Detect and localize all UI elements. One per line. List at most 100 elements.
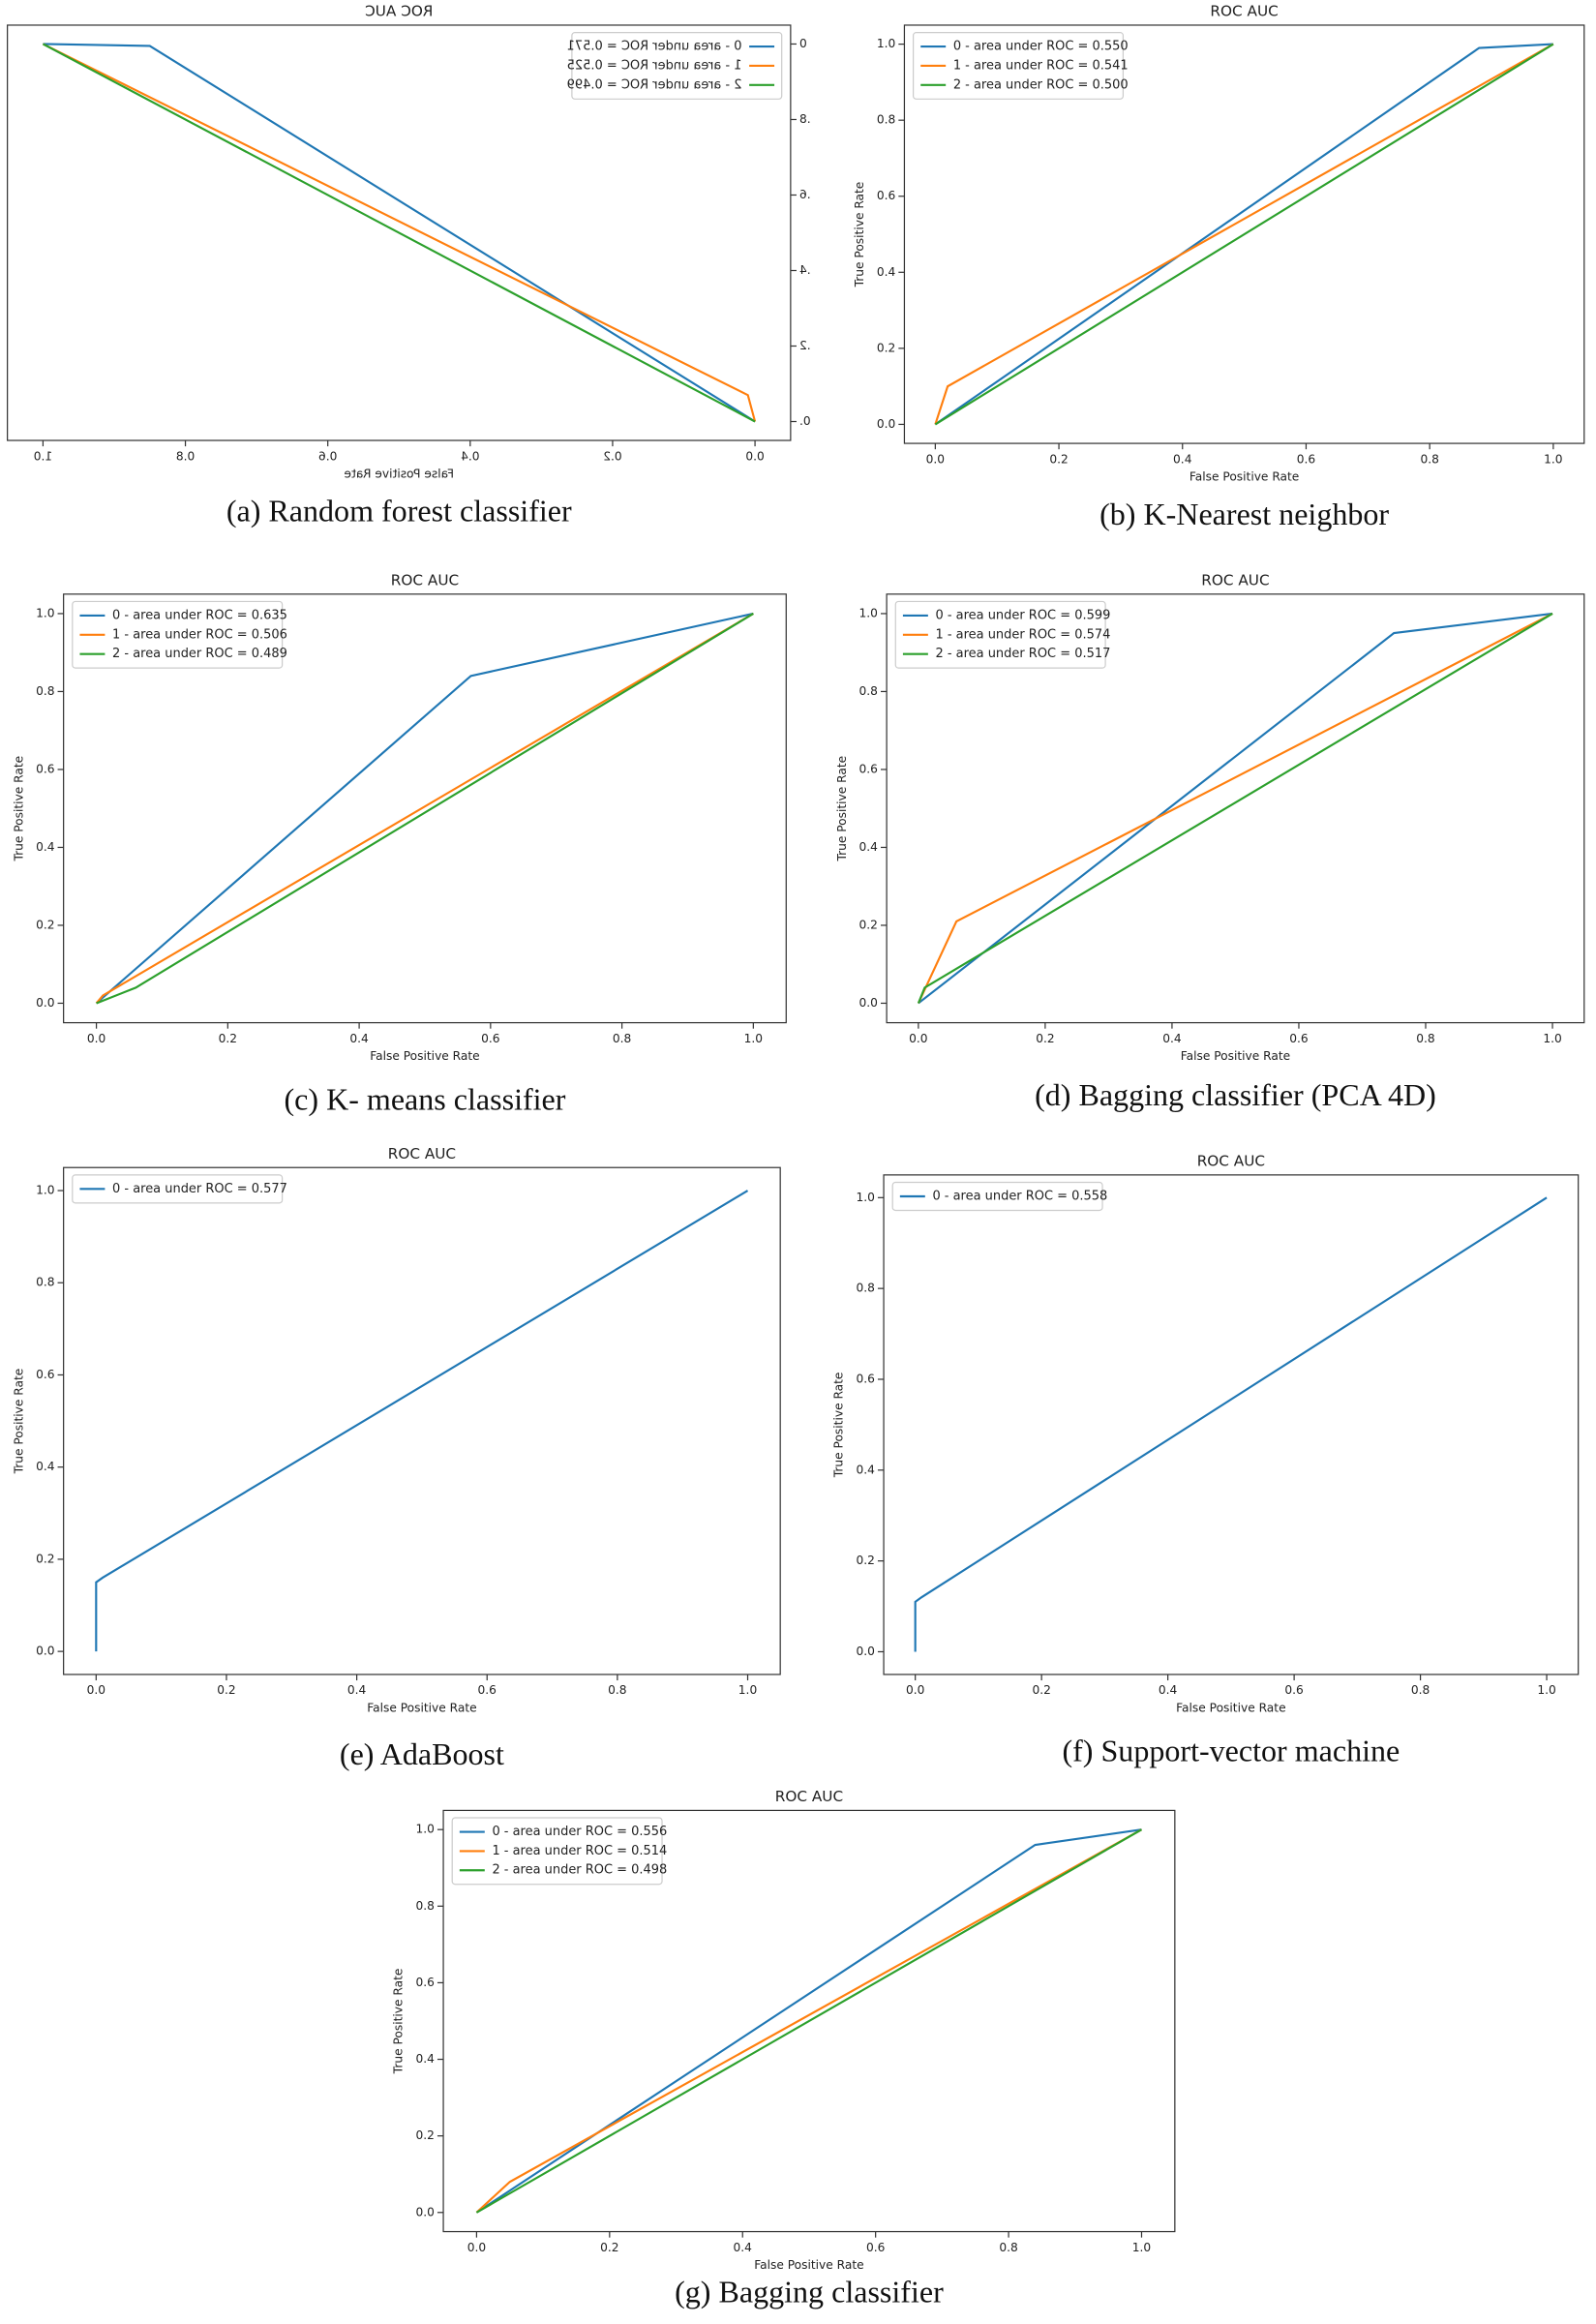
x-tick-label: 0.4 bbox=[347, 1683, 367, 1697]
plot-frame bbox=[442, 1809, 1176, 2233]
chart-title: ROC AUC bbox=[1210, 3, 1278, 20]
x-tick-label: 0.0 bbox=[87, 1032, 105, 1045]
y-tick-label: 0. bbox=[799, 414, 811, 428]
chart: ROC AUC 0.0 0.2 0.4 0.6 0.8 1.0 0.0 0.2 0.4 0.6 0.8… bbox=[392, 1788, 1176, 2272]
legend-label: 1 - area under ROC = 0.506 bbox=[112, 627, 287, 642]
chart-title: ROC AUC bbox=[391, 572, 459, 589]
x-tick-label: 0.2 bbox=[1049, 452, 1068, 466]
x-axis-label: False Positive Rate bbox=[367, 1702, 476, 1715]
roc-line bbox=[918, 612, 1553, 1005]
y-tick-label: 0.4 bbox=[856, 1463, 875, 1476]
y-tick-label: 0.6 bbox=[877, 189, 895, 202]
y-tick-label: 0.8 bbox=[36, 1276, 54, 1289]
x-tick-label: 0.4 bbox=[734, 2241, 753, 2254]
x-tick-label: 0.8 bbox=[176, 449, 195, 463]
y-tick-label: 0.2 bbox=[415, 2128, 434, 2142]
x-tick-label: 0.4 bbox=[1159, 1683, 1178, 1697]
legend-label: 2 - area under ROC = 0.517 bbox=[935, 647, 1110, 661]
x-tick-label: 0.2 bbox=[1032, 1683, 1050, 1697]
y-tick-label: 0.6 bbox=[36, 1368, 54, 1381]
y-tick-label: 0.8 bbox=[859, 684, 878, 698]
y-tick-label: 0.0 bbox=[877, 417, 895, 431]
x-tick-label: 0.2 bbox=[600, 2241, 618, 2254]
roc-line bbox=[95, 612, 754, 1005]
x-tick-label: 0.6 bbox=[1297, 452, 1315, 466]
roc-line bbox=[42, 43, 756, 423]
roc-line bbox=[914, 1196, 1548, 1652]
chart: ROC AUC 0.0 0.2 0.4 0.6 0.8 1.0 0.0 0.2 0.4 0.6 0.8… bbox=[832, 1153, 1580, 1715]
y-axis-label: True Positive Rate bbox=[832, 1373, 846, 1479]
x-tick-label: 0.4 bbox=[461, 449, 480, 463]
y-tick-label: .2 bbox=[799, 339, 811, 352]
y-tick-label: 0.2 bbox=[859, 918, 878, 931]
legend-label: 1 - area under ROC = 0.525 bbox=[567, 58, 742, 73]
chart-title: ROC AUC bbox=[365, 3, 433, 20]
x-tick-label: 0.0 bbox=[467, 2241, 486, 2254]
legend-label: 0 - area under ROC = 0.550 bbox=[953, 40, 1129, 54]
chart-title: ROC AUC bbox=[1197, 1153, 1265, 1170]
y-tick-label: 0.0 bbox=[856, 1645, 874, 1658]
y-tick-label: .6 bbox=[799, 188, 811, 201]
legend-box bbox=[72, 600, 284, 669]
x-tick-label: 0.6 bbox=[318, 449, 337, 463]
roc-line bbox=[475, 1828, 1142, 2214]
y-tick-label: 0.2 bbox=[856, 1554, 874, 1567]
x-tick-label: 0.8 bbox=[1420, 452, 1438, 466]
legend-label: 2 - area under ROC = 0.489 bbox=[112, 647, 287, 661]
plot-frame bbox=[883, 1174, 1580, 1675]
legend-label: 0 - area under ROC = 0.571 bbox=[567, 40, 742, 54]
x-tick-label: 1.0 bbox=[34, 449, 52, 463]
y-tick-label: 0.4 bbox=[877, 265, 896, 279]
chart: ROC AUC 0.0 0.2 0.4 0.6 0.8 1.0 0. .2 .4 .6 .8 0 Fals… bbox=[7, 3, 811, 481]
y-tick-label: 0.0 bbox=[36, 996, 54, 1010]
y-tick-label: 0.8 bbox=[856, 1282, 874, 1295]
x-tick-label: 0.6 bbox=[481, 1032, 499, 1045]
x-tick-label: 0.6 bbox=[1284, 1683, 1303, 1697]
legend-box bbox=[894, 600, 1106, 669]
y-tick-label: 0.8 bbox=[36, 684, 54, 698]
y-tick-label: 0.6 bbox=[859, 762, 878, 775]
y-tick-label: 0 bbox=[799, 37, 807, 50]
legend-label: 1 - area under ROC = 0.574 bbox=[935, 627, 1110, 642]
legend-box bbox=[571, 31, 783, 100]
caption: (g) Bagging classifier bbox=[675, 2275, 944, 2309]
x-tick-label: 0.2 bbox=[219, 1032, 237, 1045]
chart-title: ROC AUC bbox=[1201, 572, 1269, 589]
x-tick-label: 1.0 bbox=[738, 1683, 757, 1697]
chart-title: ROC AUC bbox=[775, 1788, 843, 1805]
y-tick-label: 0.2 bbox=[877, 341, 895, 354]
chart: ROC AUC 0.0 0.2 0.4 0.6 0.8 1.0 0.0 0.2 0.4 0.6 0.8… bbox=[853, 3, 1585, 484]
legend-label: 0 - area under ROC = 0.577 bbox=[112, 1182, 287, 1196]
x-tick-label: 0.0 bbox=[926, 452, 945, 466]
y-tick-label: 0.6 bbox=[856, 1372, 874, 1385]
legend-box bbox=[451, 1817, 663, 1886]
x-axis-label: False Positive Rate bbox=[1181, 1049, 1290, 1063]
x-axis-label: False Positive Rate bbox=[370, 1049, 479, 1063]
roc-line bbox=[934, 43, 1554, 425]
x-tick-label: 1.0 bbox=[1543, 1032, 1561, 1045]
y-tick-label: 0.0 bbox=[859, 996, 878, 1010]
x-tick-label: 0.0 bbox=[909, 1032, 927, 1045]
x-axis-label: False Positive Rate bbox=[754, 2258, 863, 2272]
x-axis-label: False Positive Rate bbox=[1189, 470, 1299, 484]
caption: (a) Random forest classifier bbox=[226, 494, 572, 528]
y-axis-label: True Positive Rate bbox=[392, 1969, 406, 2075]
x-tick-label: 0.4 bbox=[1162, 1032, 1182, 1045]
x-tick-label: 0.2 bbox=[603, 449, 621, 463]
x-tick-label: 0.6 bbox=[1289, 1032, 1308, 1045]
y-tick-label: 0.2 bbox=[36, 918, 54, 931]
roc-line bbox=[95, 613, 754, 1005]
plot-frame bbox=[63, 593, 787, 1024]
y-axis-label: True Positive Rate bbox=[12, 756, 25, 862]
x-axis-label: False Positive Rate bbox=[345, 468, 454, 481]
roc-line bbox=[934, 43, 1553, 426]
y-tick-label: .8 bbox=[799, 112, 811, 126]
x-tick-label: 0.2 bbox=[1036, 1032, 1054, 1045]
y-tick-label: 0.4 bbox=[36, 840, 55, 854]
y-tick-label: 1.0 bbox=[415, 1823, 434, 1836]
y-tick-label: 0.4 bbox=[36, 1460, 55, 1473]
y-tick-label: 0.4 bbox=[859, 840, 879, 854]
x-tick-label: 0.8 bbox=[1411, 1683, 1430, 1697]
legend-label: 0 - area under ROC = 0.635 bbox=[112, 608, 287, 622]
roc-line bbox=[475, 1828, 1143, 2214]
